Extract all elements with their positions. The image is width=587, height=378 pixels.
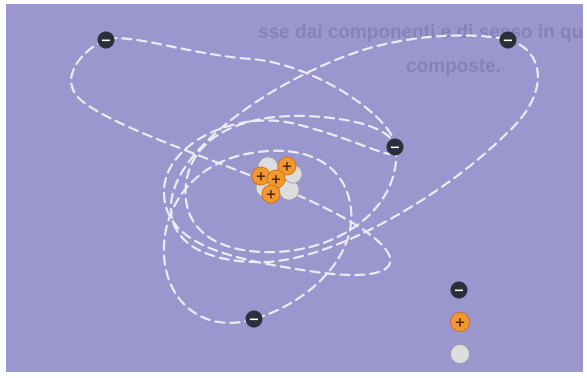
legend: − +: [450, 281, 470, 364]
electron-orbits: [70, 34, 539, 324]
faded-background-text-line-2: composte.: [406, 56, 502, 77]
atom-diagram: + + + + − − − − − +: [70, 31, 539, 364]
nucleus: + + + +: [251, 156, 303, 204]
orbit-2: [169, 34, 539, 264]
proton-particle: +: [261, 184, 281, 204]
svg-text:+: +: [455, 316, 466, 331]
proton-particle: +: [266, 169, 286, 189]
legend-proton-icon: +: [450, 312, 470, 332]
svg-text:−: −: [503, 34, 514, 49]
electron-particle-2: −: [499, 31, 517, 49]
electron-particle-4: −: [245, 310, 263, 328]
proton-particle: +: [251, 166, 271, 186]
svg-text:−: −: [454, 284, 465, 299]
legend-electron-icon: −: [450, 281, 468, 299]
svg-text:+: +: [256, 170, 267, 185]
orbit-3: [162, 149, 353, 324]
svg-text:−: −: [249, 313, 260, 328]
electron-particle-1: −: [97, 31, 115, 49]
svg-text:+: +: [282, 160, 293, 175]
proton-particle: +: [277, 156, 297, 176]
electron-particle-3: −: [386, 138, 404, 156]
atom-diagram-panel: sse dai componenti e di sesso in quali c…: [6, 4, 583, 372]
orbit-1: [70, 37, 398, 277]
svg-text:+: +: [271, 173, 282, 188]
svg-text:−: −: [390, 141, 401, 156]
orbit-4: [184, 114, 398, 254]
legend-neutron-icon: [450, 344, 470, 364]
svg-text:+: +: [266, 188, 277, 203]
svg-text:−: −: [101, 34, 112, 49]
